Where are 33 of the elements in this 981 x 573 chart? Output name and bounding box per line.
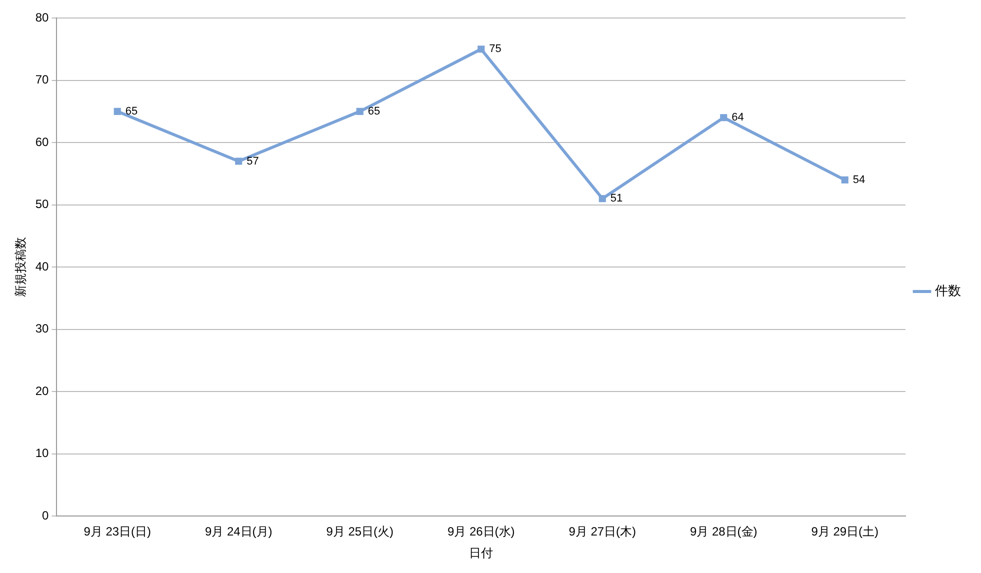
data-label: 57 [246,155,259,168]
x-tick-label: 9月 24日(月) [204,524,272,539]
data-label: 64 [732,112,744,124]
y-tick-label: 10 [35,446,50,460]
point [114,108,121,115]
y-tick-label: 40 [35,259,50,274]
x-axis-title: 日付 [469,546,494,560]
point [356,108,364,115]
x-tick-label: 9月 27日(木) [568,524,636,539]
y-tick-label: 30 [35,322,50,336]
x-tick-label: 9月 25日(火) [326,524,394,539]
legend-label: 件数 [935,283,961,298]
x-tick-label: 9月 23日(日) [84,524,152,539]
data-label: 65 [368,105,380,118]
y-tick-label: 70 [35,72,50,87]
x-tick-label: 9月 29日(土) [811,524,879,539]
x-tick-label: 9月 28日(金) [690,524,758,539]
data-label: 54 [852,174,866,186]
point [478,46,485,53]
y-tick-label: 60 [35,134,50,149]
data-label: 75 [489,43,502,56]
point [598,195,606,202]
y-axis-title: 新規投稿数 [14,237,28,298]
point [841,176,848,184]
x-tick-label: 9月 26日(水) [447,524,515,539]
y-tick-label: 50 [35,197,50,212]
y-tick-label: 20 [35,384,50,398]
data-label: 65 [125,105,138,118]
data-label: 51 [610,192,623,205]
point [235,158,242,165]
y-tick-label: 0 [42,508,50,523]
point [720,114,728,122]
y-tick-label: 80 [35,10,50,24]
